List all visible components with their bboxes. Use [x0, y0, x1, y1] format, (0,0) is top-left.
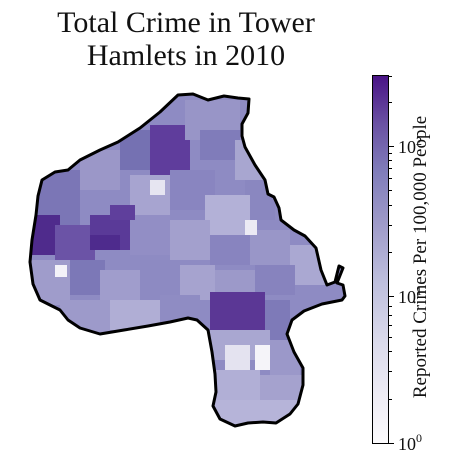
colorbar-tick-major [389, 443, 394, 444]
colorbar-tick-minor [389, 225, 392, 226]
colorbar-tick-major [389, 146, 394, 147]
colorbar-tick-minor [389, 205, 392, 206]
colorbar-tick-minor [389, 252, 392, 253]
colorbar-tick-label-1: 100 [398, 431, 422, 454]
borough-border [28, 92, 347, 428]
title-line-2: Hamlets in 2010 [86, 39, 286, 72]
map-regions [30, 94, 345, 426]
colorbar-tick-major [389, 296, 394, 297]
colorbar-tick-label-10: 101 [398, 284, 422, 307]
colorbar [372, 75, 389, 444]
map-title: Total Crime in Tower Hamlets in 2010 [0, 6, 372, 72]
colorbar-tick-minor [389, 168, 392, 169]
colorbar-tick-minor [389, 190, 392, 191]
colorbar-tick-minor [389, 153, 392, 154]
colorbar-tick-minor [389, 371, 392, 372]
title-line-1: Total Crime in Tower [57, 6, 315, 39]
colorbar-tick-minor [389, 306, 392, 307]
colorbar-tick-minor [389, 76, 392, 77]
colorbar-tick-minor [389, 337, 392, 338]
colorbar-tick-minor [389, 399, 392, 400]
colorbar-tick-minor [389, 315, 392, 316]
colorbar-tick-minor [389, 178, 392, 179]
colorbar-tick-minor [389, 325, 392, 326]
colorbar-tick-minor [389, 160, 392, 161]
colorbar-tick-minor [389, 102, 392, 103]
colorbar-tick-label-100: 102 [398, 134, 422, 157]
colorbar-tick-minor [389, 351, 392, 352]
